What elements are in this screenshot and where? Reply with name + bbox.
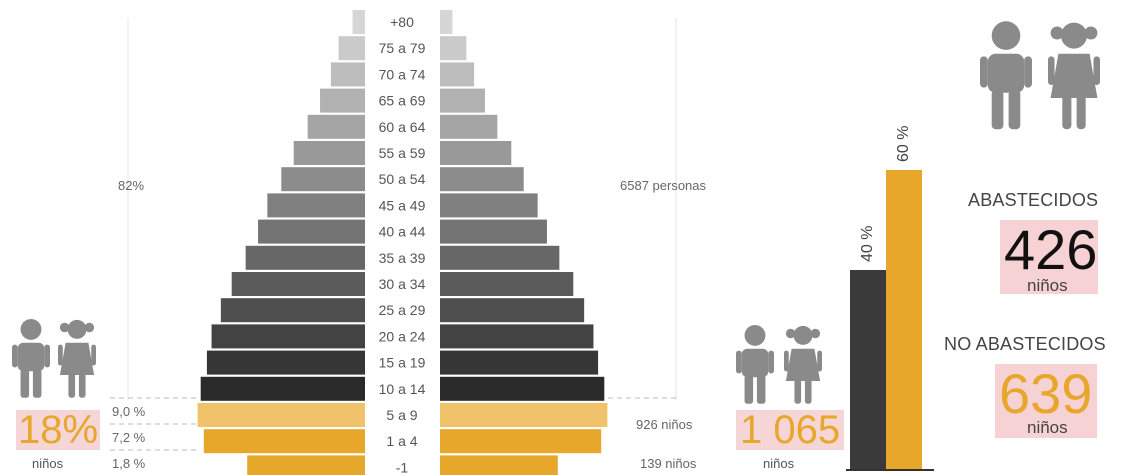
percent-label-under-1: 1,8 % bbox=[112, 456, 146, 471]
count-label-926: 926 niños bbox=[636, 417, 693, 432]
pyramid-bar-right bbox=[440, 10, 453, 34]
boy-icon bbox=[980, 21, 1032, 130]
pyramid-bar-left bbox=[320, 88, 365, 113]
pyramid-bar-right bbox=[440, 350, 599, 375]
pyramid-bar-left bbox=[352, 10, 365, 34]
pyramid-bar-right bbox=[440, 403, 608, 427]
supply-bar-label: 40 % bbox=[859, 226, 876, 262]
pyramid-bar-left bbox=[307, 114, 365, 139]
pyramid-bar-left bbox=[293, 141, 365, 165]
pyramid-bar-right bbox=[440, 193, 538, 218]
age-group-label: 55 a 59 bbox=[379, 145, 426, 161]
age-group-label: 20 a 24 bbox=[379, 328, 426, 344]
pyramid-bar-right bbox=[440, 114, 498, 139]
pyramid-bar-left bbox=[200, 376, 365, 401]
pyramid-bar-left bbox=[220, 298, 365, 323]
age-group-label: 70 a 74 bbox=[379, 66, 426, 82]
pyramid-bar-left bbox=[338, 36, 365, 61]
age-group-label: 30 a 34 bbox=[379, 276, 426, 292]
age-group-label: 35 a 39 bbox=[379, 250, 426, 266]
not-supplied-value: 639 bbox=[999, 362, 1093, 425]
adult-share-label: 82% bbox=[118, 178, 145, 193]
age-group-label: 65 a 69 bbox=[379, 93, 426, 109]
age-group-label: 50 a 54 bbox=[379, 171, 426, 187]
pyramid-bar-left bbox=[197, 403, 365, 427]
age-group-label: 15 a 19 bbox=[379, 355, 426, 371]
pyramid-bar-left bbox=[245, 245, 365, 270]
pyramid-bar-right bbox=[440, 272, 574, 296]
boy-icon bbox=[736, 324, 774, 404]
pyramid-bar-right bbox=[440, 455, 558, 475]
percent-label-1-4: 7,2 % bbox=[112, 430, 146, 445]
percent-label-5-9: 9,0 % bbox=[112, 404, 146, 419]
child-share-label: niños bbox=[32, 456, 64, 471]
age-group-label: 60 a 64 bbox=[379, 119, 426, 135]
pyramid-bar-left bbox=[330, 62, 365, 87]
pyramid-bar-left bbox=[206, 350, 365, 375]
girl-icon bbox=[1048, 22, 1100, 130]
pyramid-bar-left bbox=[281, 167, 365, 192]
children-total-value: 1 065 bbox=[736, 410, 845, 450]
supplied-heading: ABASTECIDOS bbox=[968, 190, 1099, 210]
age-group-label: 40 a 44 bbox=[379, 224, 426, 240]
pyramid-bar-right bbox=[440, 429, 602, 454]
child-share-value: 18% bbox=[16, 408, 101, 452]
age-group-label: 5 a 9 bbox=[386, 407, 417, 423]
age-group-label: 45 a 49 bbox=[379, 197, 426, 213]
not-supplied-label: niños bbox=[1027, 418, 1068, 437]
pyramid-bar-right bbox=[440, 62, 475, 87]
supply-bar-supplied bbox=[850, 270, 886, 470]
supplied-value: 426 bbox=[1004, 218, 1098, 281]
pyramid-bar-left bbox=[211, 324, 365, 349]
girl-icon bbox=[784, 325, 822, 404]
age-group-label: 25 a 29 bbox=[379, 302, 426, 318]
pyramid-bar-right bbox=[440, 36, 467, 61]
boy-icon bbox=[12, 318, 50, 398]
pyramid-bar-right bbox=[440, 245, 560, 270]
pyramid-bar-left bbox=[231, 272, 365, 296]
pyramid-bar-right bbox=[440, 324, 594, 349]
supply-bar-label: 60 % bbox=[895, 126, 912, 162]
pyramid-bar-right bbox=[440, 298, 585, 323]
age-group-label: 10 a 14 bbox=[379, 381, 426, 397]
total-population-label: 6587 personas bbox=[620, 178, 707, 193]
pyramid-bar-left bbox=[267, 193, 365, 218]
supply-bar-not-supplied bbox=[886, 170, 922, 470]
girl-icon bbox=[58, 319, 96, 398]
age-group-label: -1 bbox=[396, 459, 409, 475]
age-group-label: +80 bbox=[390, 14, 414, 30]
supplied-label: niños bbox=[1027, 276, 1068, 295]
pyramid-bar-right bbox=[440, 376, 605, 401]
children-total-label: niños bbox=[763, 456, 795, 471]
pyramid-bar-right bbox=[440, 219, 547, 244]
not-supplied-heading: NO ABASTECIDOS bbox=[944, 334, 1106, 354]
pyramid-bar-right bbox=[440, 141, 512, 165]
pyramid-bar-left bbox=[247, 455, 365, 475]
pyramid-bar-right bbox=[440, 167, 524, 192]
age-group-label: 1 a 4 bbox=[386, 433, 417, 449]
pyramid-bar-right bbox=[440, 88, 485, 113]
not-supplied-box bbox=[995, 364, 1097, 438]
count-label-139: 139 niños bbox=[640, 456, 697, 471]
age-group-label: 75 a 79 bbox=[379, 40, 426, 56]
pyramid-bar-left bbox=[258, 219, 365, 244]
pyramid-bar-left bbox=[203, 429, 365, 454]
supplied-box bbox=[1000, 220, 1098, 294]
